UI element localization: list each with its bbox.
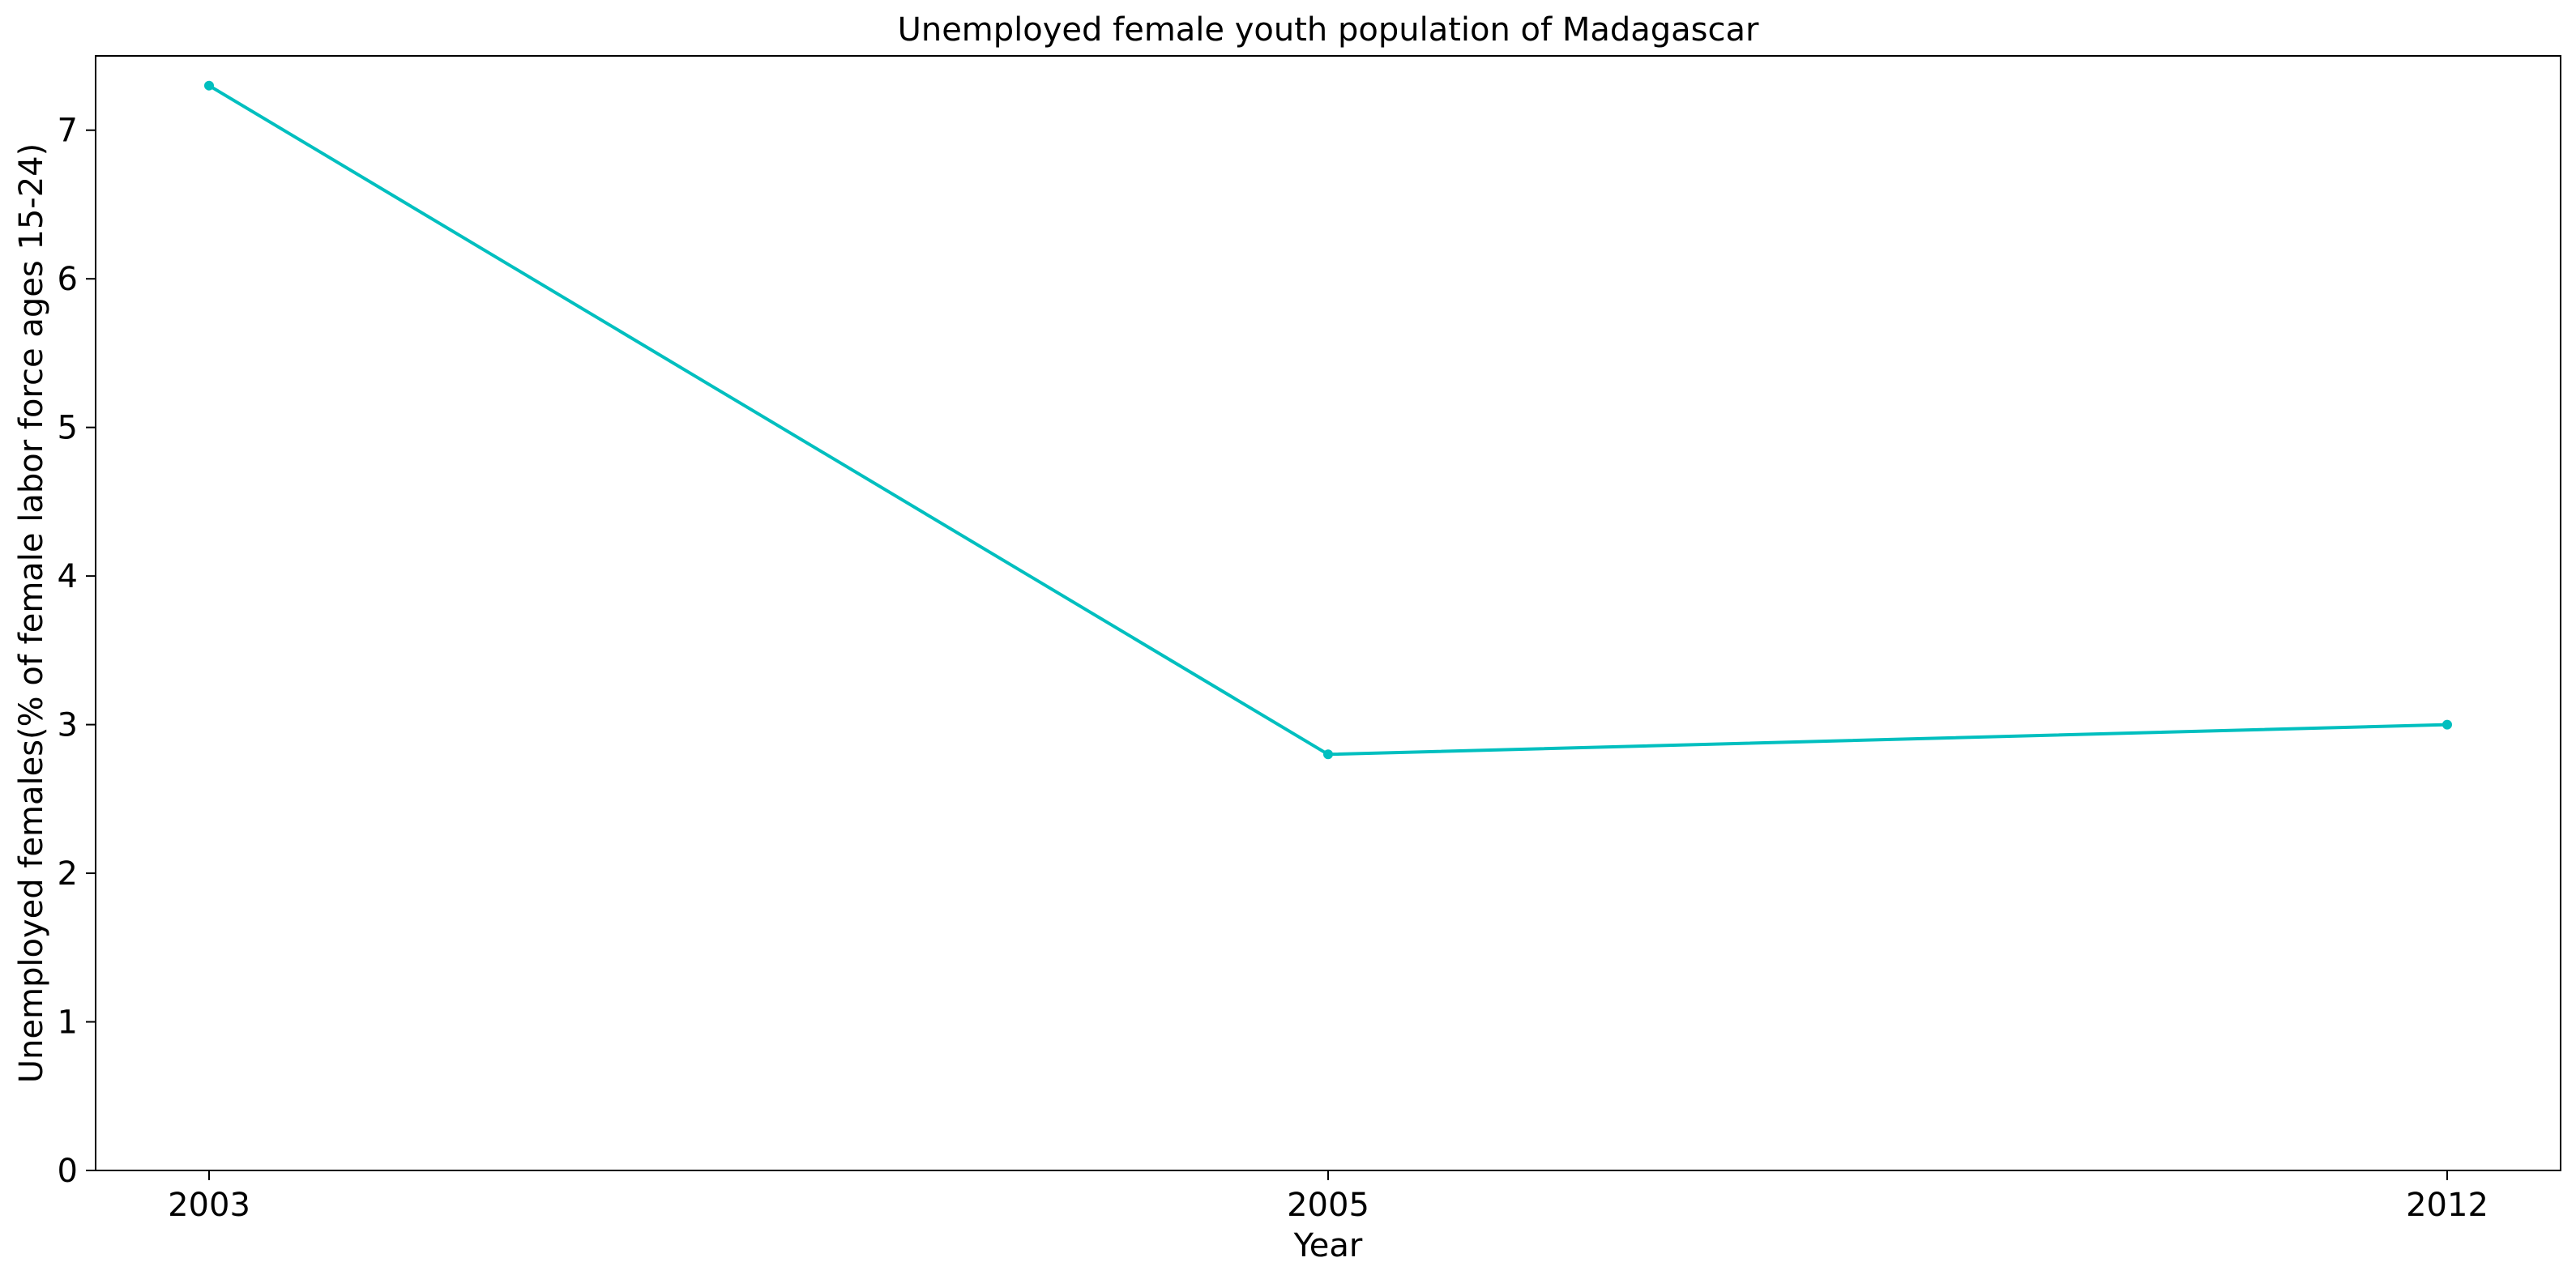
y-axis-title: Unemployed females(% of female labor for… bbox=[13, 143, 50, 1084]
y-tick-label: 6 bbox=[58, 261, 78, 298]
x-tick-label: 2012 bbox=[2406, 1187, 2488, 1224]
x-axis-title: Year bbox=[1293, 1227, 1363, 1264]
data-point bbox=[2442, 719, 2452, 730]
y-tick-label: 4 bbox=[58, 558, 78, 595]
y-tick-label: 1 bbox=[58, 1004, 78, 1042]
series-layer bbox=[204, 80, 2452, 760]
y-tick-label: 7 bbox=[58, 113, 78, 150]
plot-frame bbox=[95, 55, 2561, 1171]
y-tick-label: 2 bbox=[58, 855, 78, 893]
x-axis-ticks: 2003 2005 2012 bbox=[168, 1170, 2488, 1224]
y-axis-ticks: 0 1 2 3 4 5 6 7 bbox=[58, 113, 96, 1190]
chart-title: Unemployed female youth population of Ma… bbox=[898, 11, 1759, 49]
y-tick-label: 5 bbox=[58, 410, 78, 447]
data-point bbox=[204, 80, 214, 91]
data-point bbox=[1323, 749, 1333, 760]
x-tick-label: 2003 bbox=[168, 1187, 250, 1224]
y-tick-label: 3 bbox=[58, 707, 78, 744]
series-line bbox=[207, 83, 2448, 757]
x-tick-label: 2005 bbox=[1287, 1187, 1369, 1224]
y-tick-label: 0 bbox=[58, 1153, 78, 1190]
